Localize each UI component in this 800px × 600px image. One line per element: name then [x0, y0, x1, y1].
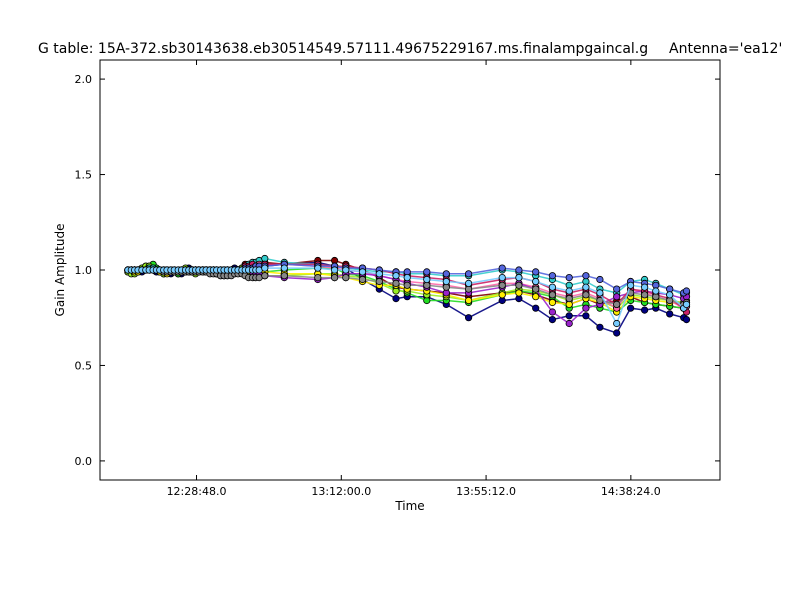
x-tick-label: 13:55:12.0: [456, 485, 516, 498]
series-layer: [124, 254, 691, 337]
data-point: [666, 310, 674, 318]
data-point: [342, 266, 350, 274]
data-point: [640, 306, 649, 314]
data-point: [532, 293, 540, 301]
data-point: [626, 281, 635, 289]
x-tick-label: 12:28:48.0: [167, 485, 227, 498]
data-point: [666, 291, 674, 299]
data-point: [464, 296, 473, 305]
data-point: [548, 283, 557, 291]
plot-area: [99, 59, 721, 481]
data-point: [532, 285, 540, 293]
data-point: [392, 279, 400, 287]
data-point: [582, 291, 590, 299]
data-point: [613, 329, 621, 337]
data-point: [423, 275, 431, 284]
data-point: [314, 264, 322, 272]
data-point: [464, 279, 473, 287]
data-point: [515, 266, 523, 274]
data-point: [565, 273, 573, 282]
data-point: [532, 304, 540, 312]
data-point: [498, 291, 506, 299]
data-point: [548, 315, 557, 324]
data-point: [423, 268, 431, 276]
data-point: [515, 281, 523, 289]
data-series: [124, 264, 691, 328]
data-point: [375, 277, 383, 286]
data-point: [403, 273, 411, 282]
data-point: [613, 293, 621, 301]
data-point: [330, 266, 339, 274]
data-point: [548, 308, 557, 316]
data-point: [582, 312, 590, 320]
x-axis-label: Time: [394, 499, 424, 513]
data-point: [498, 273, 506, 282]
data-point: [498, 264, 506, 272]
data-point: [582, 283, 590, 291]
data-point: [596, 275, 604, 284]
data-point: [442, 277, 450, 286]
data-point: [498, 281, 506, 289]
y-tick-label: 1.5: [75, 169, 93, 182]
data-point: [565, 312, 573, 320]
data-point: [392, 272, 400, 280]
data-point: [548, 272, 557, 280]
data-point: [613, 300, 621, 308]
data-point: [261, 264, 269, 272]
data-point: [682, 315, 691, 324]
data-point: [548, 298, 557, 307]
data-point: [280, 272, 288, 280]
data-point: [613, 319, 621, 328]
y-tick-label: 2.0: [75, 73, 93, 86]
data-point: [613, 285, 621, 293]
data-point: [261, 272, 269, 280]
data-point: [596, 296, 604, 305]
y-tick-label: 0.0: [75, 455, 93, 468]
data-point: [358, 268, 367, 276]
data-point: [392, 294, 400, 303]
data-point: [330, 273, 339, 282]
data-point: [626, 304, 635, 312]
data-point: [515, 289, 523, 297]
data-point: [640, 283, 649, 291]
data-point: [464, 314, 473, 322]
data-point: [565, 287, 573, 295]
data-point: [515, 273, 523, 282]
chart-title: G table: 15A-372.sb30143638.eb30514549.5…: [38, 41, 648, 57]
data-point: [280, 264, 288, 272]
data-point: [682, 300, 691, 308]
data-point: [640, 291, 649, 299]
data-point: [532, 268, 540, 276]
data-point: [596, 289, 604, 297]
data-point: [442, 270, 450, 278]
y-tick-label: 1.0: [75, 264, 93, 277]
data-point: [565, 319, 573, 328]
data-point: [464, 270, 473, 278]
data-point: [532, 277, 540, 286]
chart-subtitle: Antenna='ea12': [669, 41, 782, 57]
y-axis-label: Gain Amplitude: [53, 224, 67, 317]
data-point: [565, 294, 573, 303]
data-point: [582, 272, 590, 280]
data-point: [403, 281, 411, 289]
data-point: [342, 273, 350, 282]
data-point: [682, 287, 691, 295]
axes-ticks: 12:28:48.0 13:12:00.0 13:55:12.0 14:38:24.0…: [75, 60, 720, 498]
x-tick-label: 13:12:00.0: [311, 485, 371, 498]
data-point: [314, 273, 322, 282]
data-point: [375, 270, 383, 278]
data-point: [596, 323, 604, 331]
data-point: [582, 304, 590, 312]
y-tick-label: 0.5: [75, 359, 93, 372]
data-point: [652, 287, 660, 295]
data-point: [358, 275, 367, 284]
data-point: [548, 291, 557, 299]
x-tick-label: 14:38:24.0: [601, 485, 661, 498]
